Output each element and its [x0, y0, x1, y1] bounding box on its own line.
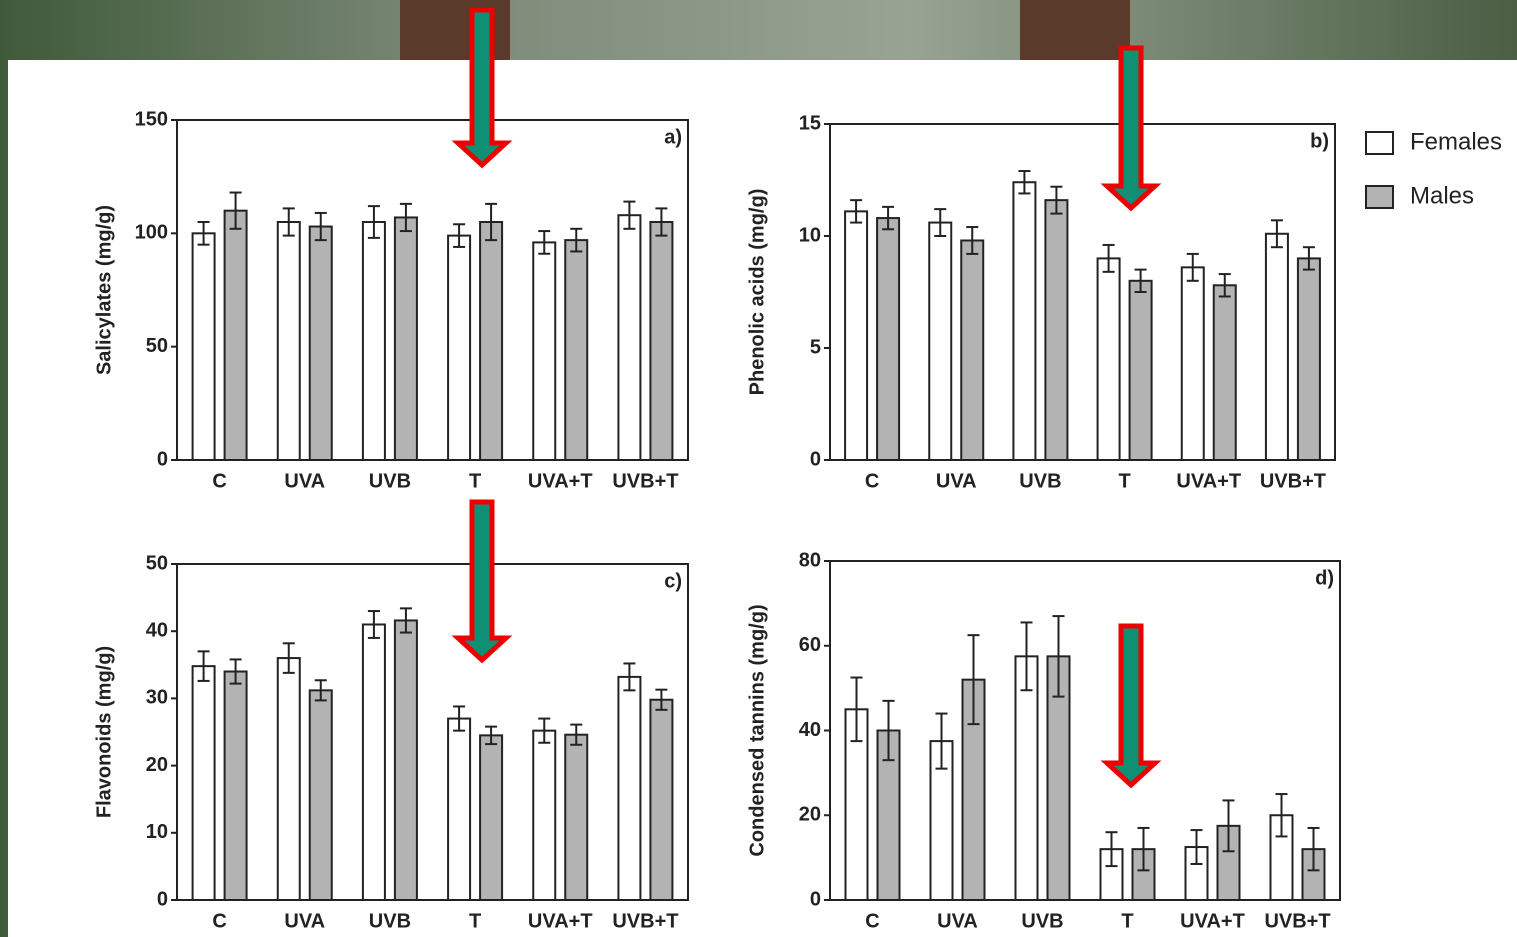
y-tick-label: 100	[135, 222, 168, 244]
legend-swatch	[1366, 132, 1393, 154]
y-tick-label: 0	[810, 888, 821, 910]
x-tick-label: UVA	[936, 470, 977, 492]
bar	[845, 211, 867, 460]
y-axis-label: Condensed tannins (mg/g)	[746, 604, 768, 856]
bar	[193, 233, 215, 460]
y-tick-label: 40	[799, 719, 821, 741]
bar	[310, 690, 332, 900]
page: a)Salicylates (mg/g)050100150CUVAUVBTUVA…	[0, 0, 1517, 937]
bar	[565, 240, 587, 460]
x-tick-label: UVA+T	[1180, 910, 1245, 932]
y-tick-label: 20	[799, 804, 821, 826]
y-axis-label: Salicylates (mg/g)	[93, 205, 115, 375]
panel-label: b)	[1310, 130, 1329, 152]
bar	[278, 658, 300, 900]
bar	[1182, 267, 1204, 460]
x-tick-label: UVB	[369, 470, 411, 492]
x-tick-label: UVA+T	[1176, 470, 1241, 492]
panel-label: c)	[664, 570, 682, 592]
bar	[1214, 285, 1236, 460]
bar	[225, 211, 247, 460]
bar	[961, 240, 983, 460]
bar	[533, 242, 555, 460]
x-tick-label: UVA	[284, 470, 325, 492]
bar	[310, 227, 332, 460]
y-tick-label: 80	[799, 549, 821, 571]
x-tick-label: UVB	[369, 910, 411, 932]
y-tick-label: 50	[146, 552, 168, 574]
bar	[565, 735, 587, 900]
bar	[929, 223, 951, 460]
y-tick-label: 30	[146, 687, 168, 709]
bar	[1013, 182, 1035, 460]
y-axis-label: Phenolic acids (mg/g)	[746, 189, 768, 396]
y-tick-label: 15	[799, 112, 821, 134]
x-tick-label: T	[1121, 910, 1133, 932]
bar	[650, 700, 672, 900]
y-tick-label: 150	[135, 108, 168, 130]
bar	[1266, 234, 1288, 460]
x-tick-label: T	[469, 910, 481, 932]
tree-trunk	[1020, 0, 1130, 60]
x-tick-label: C	[865, 470, 879, 492]
x-tick-label: C	[865, 910, 879, 932]
bar	[480, 222, 502, 460]
bar	[448, 719, 470, 900]
x-tick-label: UVB+T	[612, 910, 678, 932]
x-tick-label: UVB+T	[612, 470, 678, 492]
bar	[650, 222, 672, 460]
bar	[1298, 258, 1320, 460]
bar	[533, 731, 555, 900]
bar	[363, 624, 385, 900]
slide: a)Salicylates (mg/g)050100150CUVAUVBTUVA…	[0, 0, 1517, 937]
y-tick-label: 5	[810, 336, 821, 358]
bar	[480, 735, 502, 900]
bar	[225, 672, 247, 900]
x-tick-label: C	[212, 470, 226, 492]
x-tick-label: UVA	[937, 910, 978, 932]
x-tick-label: UVA	[284, 910, 325, 932]
bar	[395, 620, 417, 900]
bar	[448, 236, 470, 460]
x-tick-label: C	[212, 910, 226, 932]
legend-swatch	[1366, 186, 1393, 208]
y-tick-label: 0	[157, 448, 168, 470]
bar	[618, 215, 640, 460]
y-tick-label: 40	[146, 619, 168, 641]
x-tick-label: T	[469, 470, 481, 492]
bar	[1098, 258, 1120, 460]
y-tick-label: 10	[799, 224, 821, 246]
x-tick-label: UVB	[1021, 910, 1063, 932]
x-tick-label: UVB+T	[1264, 910, 1330, 932]
panel-label: d)	[1315, 567, 1334, 589]
bar	[1045, 200, 1067, 460]
bar	[877, 218, 899, 460]
x-tick-label: UVA+T	[528, 470, 593, 492]
y-tick-label: 60	[799, 634, 821, 656]
y-tick-label: 10	[146, 821, 168, 843]
bar	[395, 217, 417, 460]
legend-label: Males	[1410, 182, 1474, 209]
panel-label: a)	[664, 126, 682, 148]
y-tick-label: 0	[157, 888, 168, 910]
x-tick-label: T	[1118, 470, 1130, 492]
legend-label: Females	[1410, 128, 1502, 155]
y-axis-label: Flavonoids (mg/g)	[93, 646, 115, 818]
bar	[363, 222, 385, 460]
bar	[193, 666, 215, 900]
bar	[618, 677, 640, 900]
bar	[1016, 656, 1038, 900]
bar	[278, 222, 300, 460]
y-tick-label: 20	[146, 754, 168, 776]
y-tick-label: 0	[810, 448, 821, 470]
y-tick-label: 50	[146, 335, 168, 357]
bar	[1130, 281, 1152, 460]
x-tick-label: UVB+T	[1260, 470, 1326, 492]
x-tick-label: UVB	[1019, 470, 1061, 492]
x-tick-label: UVA+T	[528, 910, 593, 932]
